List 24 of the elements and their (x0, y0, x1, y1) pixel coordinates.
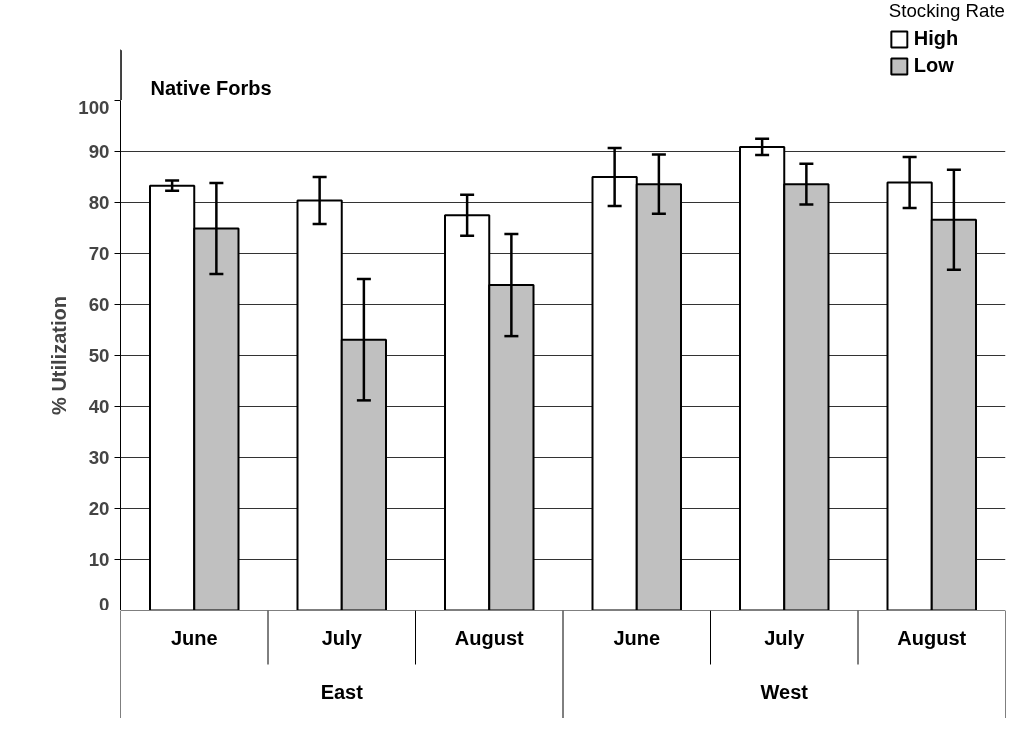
y-tick-label: 60 (88, 294, 110, 315)
x-tick-label: August (454, 626, 525, 649)
text: West (760, 680, 809, 703)
legend-label: High (913, 27, 959, 50)
y-tick-label: 30 (88, 447, 110, 468)
y-tick-label: 50 (88, 345, 110, 366)
text: East (320, 680, 364, 703)
x-tick-label: July (764, 626, 806, 649)
x-tick-label: June (170, 626, 218, 649)
x-tick-label: August (897, 626, 967, 649)
y-tick-label: 70 (88, 243, 110, 264)
chart-title: Native Forbs (150, 76, 272, 99)
y-tick-label: 10 (88, 549, 110, 570)
legend-label: Low (913, 54, 954, 77)
y-tick-label: 80 (88, 192, 110, 213)
y-axis-title: % Utilization (48, 296, 71, 415)
y-tick-label: 100 (78, 96, 110, 118)
y-tick-label: 20 (88, 498, 110, 519)
y-tick-label: 0 (99, 593, 110, 615)
y-tick-label: 90 (88, 141, 110, 162)
x-tick-label: June (613, 626, 661, 649)
y-tick-label: 40 (88, 396, 110, 417)
x-tick-label: July (321, 626, 363, 649)
legend-title: Stocking Rate (888, 0, 1005, 22)
